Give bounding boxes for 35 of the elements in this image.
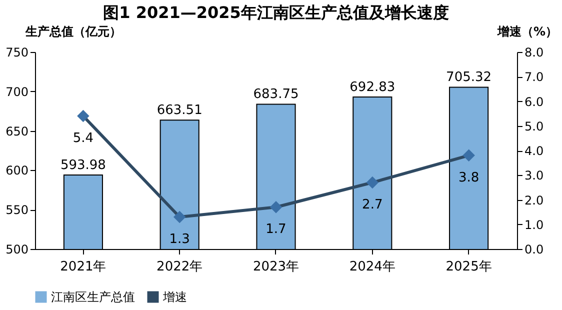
y2-tick-label: 1.0 — [524, 218, 544, 232]
y2-tick-label: 2.0 — [524, 193, 544, 208]
y-tick-label: 700 — [6, 84, 28, 99]
y2-tick-label: 7.0 — [524, 70, 544, 84]
x-tick-label: 2025年 — [446, 260, 492, 274]
data-label: 1.3 — [169, 232, 190, 247]
x-tick-label: 2022年 — [156, 260, 203, 274]
y2-tick-label: 3.0 — [524, 168, 544, 183]
chart-title: 图1 2021—2025年江南区生产总值及增长速度 — [103, 3, 449, 22]
data-label: 1.7 — [266, 222, 286, 238]
data-label: 5.4 — [72, 131, 94, 146]
data-label: 663.51 — [156, 103, 202, 118]
y2-tick-label: 0.0 — [524, 242, 544, 256]
data-label: 3.8 — [458, 170, 480, 186]
y-tick-label: 550 — [6, 203, 28, 218]
y-tick-label: 500 — [6, 242, 28, 256]
data-label: 2.7 — [362, 198, 383, 213]
data-label: 705.32 — [446, 70, 492, 86]
y-axis-title: 生产总值（亿元） — [24, 24, 122, 38]
legend-label: 江南区生产总值 — [51, 290, 135, 304]
y-tick-label: 750 — [6, 46, 28, 60]
y-tick-label: 650 — [6, 124, 28, 138]
y2-tick-label: 6.0 — [524, 94, 544, 109]
x-tick-label: 2023年 — [252, 260, 300, 274]
x-tick-label: 2024年 — [349, 260, 396, 274]
data-label: 593.98 — [60, 158, 106, 173]
y2-tick-label: 5.0 — [524, 119, 544, 134]
data-label: 692.83 — [350, 80, 396, 96]
x-tick-label: 2021年 — [60, 260, 106, 274]
y-tick-label: 600 — [6, 164, 28, 178]
y2-tick-label: 8.0 — [524, 46, 544, 60]
y2-axis-title: 增速（%） — [496, 24, 558, 38]
data-label: 683.75 — [253, 87, 299, 102]
y2-tick-label: 4.0 — [524, 144, 544, 158]
legend-label: 增速 — [162, 290, 187, 304]
